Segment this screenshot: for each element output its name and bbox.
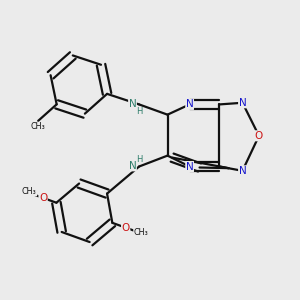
Text: N: N xyxy=(129,99,136,109)
Text: CH₃: CH₃ xyxy=(134,228,148,237)
Text: CH₃: CH₃ xyxy=(31,122,46,131)
Text: O: O xyxy=(39,193,47,203)
Text: N: N xyxy=(129,161,136,171)
Text: O: O xyxy=(255,131,263,141)
Text: H: H xyxy=(136,155,142,164)
Text: H: H xyxy=(136,107,142,116)
Text: CH₃: CH₃ xyxy=(22,187,37,196)
Text: N: N xyxy=(186,99,194,110)
Text: N: N xyxy=(238,98,246,108)
Text: N: N xyxy=(186,161,194,172)
Text: N: N xyxy=(238,166,246,176)
Text: O: O xyxy=(122,223,130,233)
